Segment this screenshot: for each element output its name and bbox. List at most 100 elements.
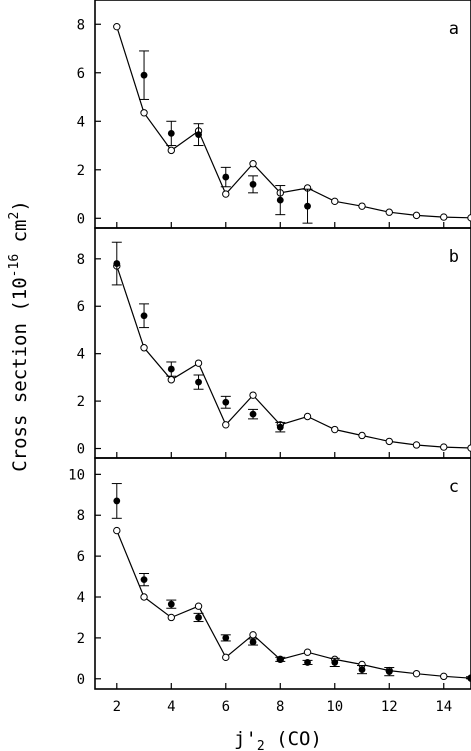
x-tick-label: 8	[276, 699, 284, 715]
theory-point	[167, 146, 175, 155]
experiment-point	[195, 614, 202, 621]
theory-point	[113, 526, 121, 535]
panel-label: a	[449, 19, 459, 39]
x-tick-label: 6	[222, 699, 230, 715]
y-tick-label: 0	[77, 211, 85, 227]
theory-point	[358, 431, 366, 440]
experiment-point	[276, 655, 284, 663]
y-axis-title-exponent: -16	[7, 254, 22, 277]
theory-point	[194, 359, 203, 367]
experiment-point	[249, 180, 257, 188]
y-tick-label: 6	[77, 549, 85, 565]
panel-label: c	[449, 477, 459, 497]
panel-data	[111, 241, 471, 452]
y-tick-label: 6	[77, 66, 85, 82]
y-tick-label: 0	[77, 442, 85, 458]
theory-point	[385, 437, 393, 446]
theory-point	[385, 208, 393, 216]
theory-point	[167, 376, 175, 384]
theory-point	[113, 22, 121, 31]
experiment-point	[113, 260, 121, 267]
y-axis-title-mid: cm	[9, 220, 31, 254]
theory-point	[222, 421, 230, 429]
experiment-point	[276, 423, 284, 431]
y-tick-label: 8	[77, 17, 85, 33]
theory-series-line	[116, 265, 471, 449]
theory-point	[303, 412, 312, 421]
y-tick-label: 8	[77, 508, 85, 524]
y-tick-label: 10	[68, 467, 85, 483]
panel-label: b	[449, 247, 459, 267]
theory-point	[140, 344, 148, 352]
theory-point	[249, 160, 257, 168]
theory-point	[412, 669, 421, 678]
error-bar	[466, 676, 471, 680]
theory-point	[440, 213, 448, 221]
y-tick-label: 0	[77, 672, 85, 688]
x-axis-title-subscript: 2	[257, 739, 265, 751]
y-axis-title: Cross section (10-16 cm2)	[7, 200, 31, 472]
experiment-point	[140, 71, 148, 79]
y-tick-label: 8	[77, 252, 85, 268]
x-axis: 2 4 6 8 10 12 14	[113, 699, 453, 715]
experiment-point	[222, 634, 230, 642]
experiment-point	[140, 312, 148, 320]
theory-series-line	[116, 26, 471, 219]
theory-point	[222, 653, 230, 662]
theory-point	[303, 648, 312, 656]
y-axis-title-square: 2	[7, 212, 22, 220]
experiment-point	[222, 173, 230, 181]
theory-point	[140, 593, 148, 601]
experiment-point	[467, 674, 471, 682]
theory-point	[440, 672, 448, 681]
theory-point	[167, 613, 175, 622]
panel-data	[113, 22, 471, 224]
experiment-point	[276, 196, 284, 204]
experiment-point	[331, 659, 339, 666]
y-tick-label: 2	[77, 631, 85, 647]
x-tick-label: 4	[167, 699, 175, 715]
panel-a: 0 2 4 6 8 a	[77, 0, 471, 229]
experiment-point	[167, 600, 175, 608]
experiment-point	[358, 666, 366, 673]
y-tick-label: 4	[77, 114, 85, 130]
experiment-point	[195, 131, 202, 139]
experiment-point	[140, 576, 148, 584]
theory-point	[331, 425, 339, 434]
panel-data	[111, 483, 471, 682]
theory-series-line	[116, 530, 471, 679]
y-tick-label: 4	[77, 347, 85, 363]
experiment-point	[249, 638, 257, 646]
x-tick-label: 12	[381, 699, 398, 715]
y-axis-title-prefix: Cross section (10	[9, 277, 31, 471]
experiment-point	[167, 365, 175, 373]
theory-point	[440, 443, 448, 451]
experiment-point	[249, 410, 257, 418]
experiment-point	[304, 659, 311, 666]
theory-point	[358, 202, 366, 210]
x-axis-title-main: j'	[234, 728, 257, 750]
y-tick-label: 2	[77, 163, 85, 179]
experiment-point	[167, 130, 175, 137]
panel-frame	[94, 457, 471, 690]
x-axis-title: j'2 (CO)	[234, 728, 322, 751]
x-tick-label: 10	[326, 699, 343, 715]
experiment-point	[304, 202, 311, 210]
experiment-point	[113, 497, 121, 505]
y-tick-label: 6	[77, 299, 85, 315]
theory-point	[194, 602, 203, 610]
experiment-point	[222, 398, 230, 406]
panel-c: 0 2 4 6 8 10 c	[68, 457, 471, 690]
theory-point	[140, 109, 148, 117]
theory-point	[412, 441, 421, 449]
theory-point	[222, 190, 230, 198]
theory-point	[412, 211, 421, 220]
panel-b: 0 2 4 6 8 b	[77, 227, 471, 459]
x-tick-label: 2	[113, 699, 121, 715]
theory-point	[249, 631, 257, 639]
y-tick-label: 4	[77, 590, 85, 606]
panels: 0 2 4 6 8 a 0 2 4 6 8 b 0 2 4 6 8 10 c	[68, 0, 471, 690]
y-tick-label: 2	[77, 394, 85, 410]
theory-point	[249, 391, 257, 399]
